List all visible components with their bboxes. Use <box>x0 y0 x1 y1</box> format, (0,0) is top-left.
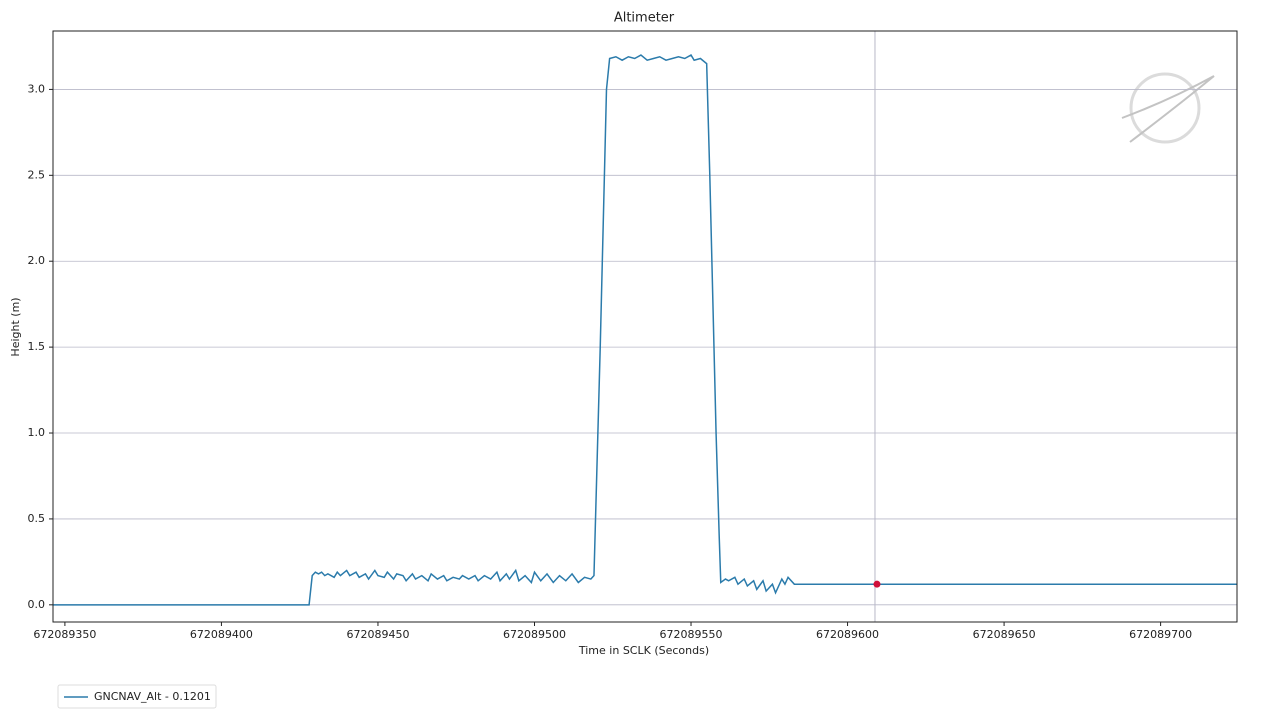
y-tick-label: 2.5 <box>28 168 46 181</box>
y-axis-label: Height (m) <box>9 297 22 356</box>
legend-box <box>57 684 217 709</box>
x-tick-label: 672089650 <box>973 628 1036 641</box>
x-tick-label: 672089350 <box>33 628 96 641</box>
y-tick-label: 3.0 <box>28 82 46 95</box>
plot-frame <box>52 30 1238 623</box>
y-tick-label: 2.0 <box>28 254 46 267</box>
y-tick-label: 0.0 <box>28 598 46 611</box>
x-axis-label: Time in SCLK (Seconds) <box>578 644 709 657</box>
x-tick-label: 672089450 <box>346 628 409 641</box>
x-tick-label: 672089550 <box>660 628 723 641</box>
nasa-logo <box>1121 72 1215 144</box>
x-tick-label: 672089400 <box>190 628 253 641</box>
x-tick-label: 672089500 <box>503 628 566 641</box>
chart-title: Altimeter <box>614 11 675 26</box>
x-tick-label: 672089600 <box>816 628 879 641</box>
cursor-point <box>873 580 881 588</box>
x-tick-label: 672089700 <box>1129 628 1192 641</box>
legend-label: GNCNAV_Alt - 0.1201 <box>94 690 211 703</box>
y-tick-label: 0.5 <box>28 512 46 525</box>
y-tick-label: 1.0 <box>28 426 46 439</box>
data-line <box>52 54 1237 606</box>
y-tick-label: 1.5 <box>28 340 46 353</box>
